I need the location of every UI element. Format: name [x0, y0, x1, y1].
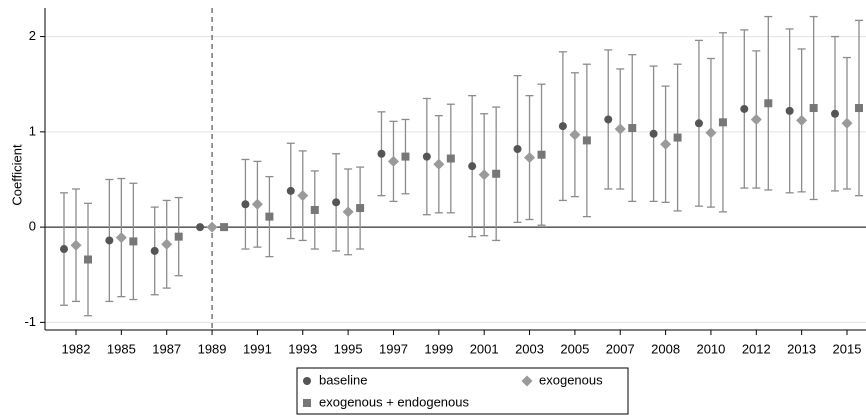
y-axis-label: Coefficient: [9, 144, 24, 206]
legend-label: exogenous + endogenous: [319, 394, 469, 409]
point: [524, 152, 536, 164]
point: [241, 200, 250, 209]
point: [809, 104, 818, 113]
point: [537, 150, 546, 159]
point: [492, 169, 501, 178]
x-tick-label: 2007: [606, 341, 635, 356]
point: [513, 144, 522, 153]
point: [628, 124, 637, 133]
y-tick-label: 1: [29, 123, 36, 138]
point: [433, 158, 445, 170]
x-tick-label: 2010: [696, 341, 725, 356]
x-tick-label: 1985: [107, 341, 136, 356]
y-tick-label: -1: [24, 314, 36, 329]
x-tick-label: 1995: [334, 341, 363, 356]
x-tick-label: 2005: [560, 341, 589, 356]
point: [855, 104, 863, 113]
x-tick-label: 1997: [379, 341, 408, 356]
x-tick-label: 2003: [515, 341, 544, 356]
x-tick-label: 1982: [62, 341, 91, 356]
point: [174, 232, 183, 241]
point: [705, 127, 717, 139]
x-tick-label: 1991: [243, 341, 272, 356]
point: [446, 154, 455, 163]
point: [718, 118, 727, 127]
x-tick-label: 2012: [742, 341, 771, 356]
point: [468, 162, 477, 171]
point: [422, 152, 431, 161]
point: [206, 221, 218, 233]
point: [796, 114, 808, 126]
point: [129, 237, 138, 246]
point: [841, 117, 853, 129]
point: [150, 246, 159, 255]
point: [785, 106, 794, 115]
point: [387, 155, 399, 167]
legend-marker: [303, 399, 311, 407]
legend-label: exogenous: [539, 372, 603, 387]
point: [310, 205, 319, 214]
legend-label: baseline: [319, 372, 367, 387]
point: [569, 129, 581, 141]
point: [70, 239, 82, 251]
y-tick-label: 2: [29, 28, 36, 43]
point: [115, 232, 127, 244]
x-tick-label: 2008: [651, 341, 680, 356]
point: [649, 129, 658, 138]
point: [604, 115, 613, 124]
x-tick-label: 2013: [787, 341, 816, 356]
point: [60, 245, 68, 254]
point: [831, 109, 839, 118]
point: [84, 255, 92, 264]
point: [332, 198, 341, 207]
x-tick-label: 2001: [470, 341, 499, 356]
point: [694, 119, 703, 128]
legend-marker: [303, 377, 311, 385]
x-tick-label: 1993: [288, 341, 317, 356]
point: [582, 136, 591, 145]
x-tick-label: 1989: [198, 341, 227, 356]
point: [478, 169, 490, 181]
point: [265, 212, 274, 221]
point: [251, 198, 263, 210]
point: [660, 138, 672, 150]
point: [614, 123, 626, 135]
point: [558, 122, 567, 131]
point: [377, 149, 386, 158]
point: [297, 190, 309, 202]
x-tick-label: 1987: [152, 341, 181, 356]
point: [401, 152, 410, 161]
point: [105, 236, 114, 245]
point: [286, 186, 295, 195]
point: [356, 204, 365, 213]
point: [220, 223, 229, 232]
point: [764, 99, 773, 108]
legend-marker: [521, 375, 533, 387]
x-tick-label: 1999: [424, 341, 453, 356]
point: [196, 223, 205, 232]
point: [750, 113, 762, 125]
point: [673, 133, 682, 142]
x-tick-label: 2015: [833, 341, 862, 356]
y-tick-label: 0: [29, 219, 36, 234]
point: [740, 104, 749, 113]
point: [342, 206, 354, 218]
point: [161, 238, 173, 250]
legend-box: [296, 367, 629, 415]
